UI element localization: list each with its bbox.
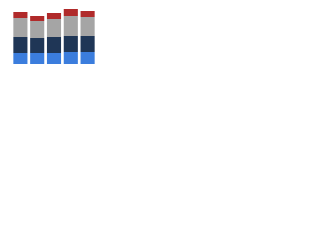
bar-segment	[46, 53, 62, 64]
bar-segment	[13, 18, 28, 37]
bar-segment	[63, 52, 78, 64]
chart	[13, 9, 95, 64]
bar-segment	[80, 17, 95, 36]
bar-segment	[80, 11, 95, 17]
page: {"chart_data": {"type": "bar", "stacked"…	[0, 0, 100, 71]
bar-segment	[63, 9, 78, 16]
bar-segment	[46, 37, 62, 53]
bar-segment	[63, 16, 78, 36]
bar-segment	[30, 21, 45, 38]
bar-segment	[13, 53, 28, 64]
bar-segment	[80, 52, 95, 64]
bar-segment	[63, 36, 78, 52]
bar-segment	[80, 36, 95, 52]
bar-segment	[46, 19, 62, 37]
bar-segment	[13, 37, 28, 53]
bar-segment	[30, 16, 45, 21]
bar-segment	[13, 12, 28, 18]
bar-segment	[30, 53, 45, 64]
bar-segment	[30, 38, 45, 53]
bar-segment	[46, 13, 62, 19]
